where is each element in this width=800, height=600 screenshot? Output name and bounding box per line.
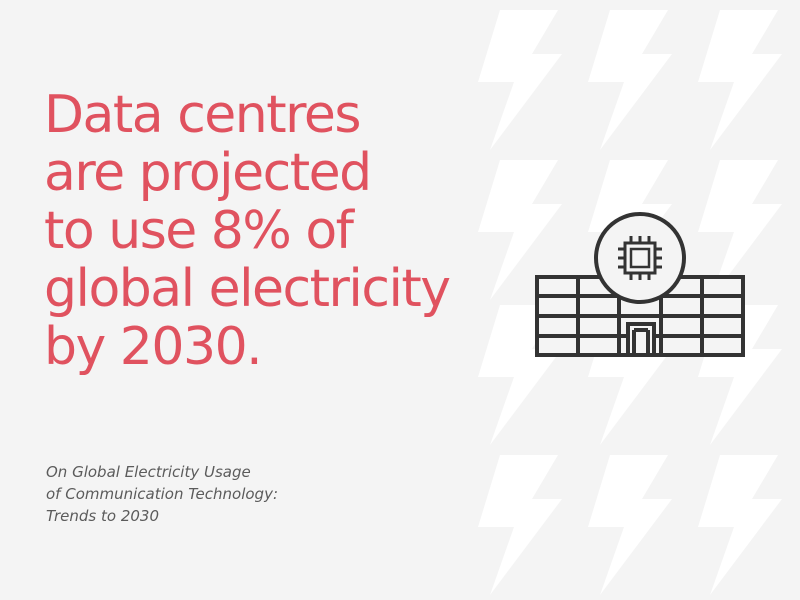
lightning-bolt-icon [588,10,672,150]
door-icon [626,322,656,357]
lightning-bolt-icon [698,455,782,595]
microchip-icon [618,236,662,280]
source-line: On Global Electricity Usage [46,463,251,481]
headline-line: to use 8% of [44,201,354,261]
lightning-bolt-icon [478,10,562,150]
lightning-bolt-icon [478,455,562,595]
headline-line: by 2030. [44,317,263,377]
headline: Data centres are projected to use 8% of … [44,86,464,376]
headline-line: global electricity [44,259,451,319]
lightning-bolt-icon [698,10,782,150]
data-centre-building-icon [535,212,745,357]
source-line: of Communication Technology: [46,485,278,503]
headline-line: are projected [44,143,372,203]
lightning-bolt-icon [588,455,672,595]
headline-line: Data centres [44,85,361,145]
source-citation: On Global Electricity Usage of Communica… [46,461,406,527]
source-line: Trends to 2030 [46,507,160,525]
